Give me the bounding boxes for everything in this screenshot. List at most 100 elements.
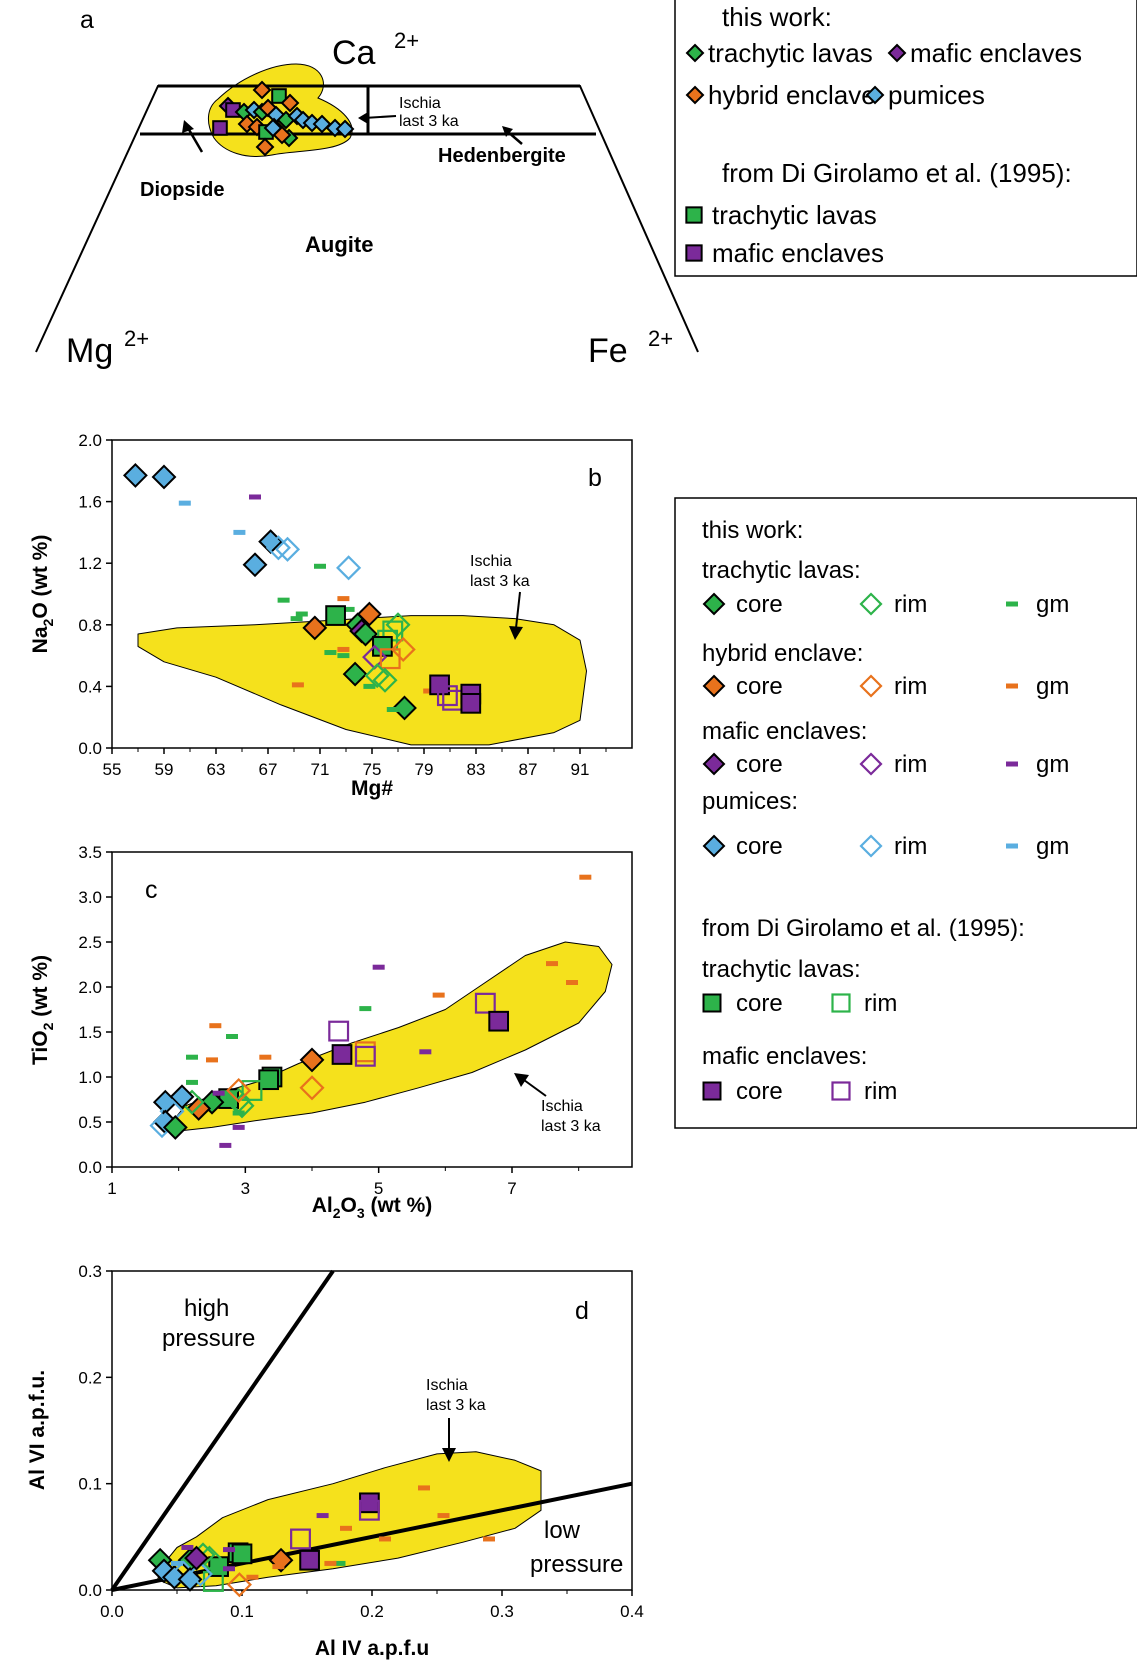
panel-b-point-4 (233, 529, 246, 535)
panel-b-letter: b (588, 464, 602, 492)
panel-b-point-3 (249, 494, 261, 500)
ischia-label-a-line1: Ischia (399, 95, 441, 112)
panel-b-point-0 (122, 463, 148, 488)
panel-c-x-tick-label-2: 5 (374, 1179, 383, 1198)
panel-c-point-8 (419, 1049, 432, 1055)
panel-c-x-label-xlabel_sub2: 3 (357, 1205, 365, 1221)
panel-b-point-11 (277, 597, 290, 603)
panel-c-x-label-xlabel_main: Al (312, 1194, 333, 1217)
legend-top-frame (674, 0, 1137, 277)
panel-c-point-0 (579, 874, 592, 880)
legend2-group-title-0: trachytic lavas: (702, 956, 861, 983)
panel-d-point-30 (187, 1561, 213, 1587)
legend-top-heading-this-work: this work: (722, 2, 832, 32)
panel-c-y-label-rest: (wt %) (29, 955, 52, 1023)
legend-core-label-0: core (736, 591, 783, 618)
panel-b-point-29 (337, 653, 350, 659)
legend-group-title-2: mafic enclaves: (702, 718, 867, 745)
legend-main-frame (674, 497, 1137, 1129)
panel-c-x-label-xlabel_mid: O (341, 1194, 357, 1217)
panel-b-point-28 (379, 648, 401, 670)
panel-c-point-21 (258, 1069, 280, 1091)
legend-top-items: trachytic lavas mafic enclaves hybrid encl… (685, 38, 1082, 268)
panel-d-point-29 (177, 1566, 203, 1592)
panel-c-y-tick-label-3: 1.5 (78, 1023, 102, 1042)
panel-c-point-13 (299, 1047, 325, 1073)
legend-gm-label-0: gm (1036, 591, 1069, 618)
high-pressure-label-line2: pressure (162, 1325, 255, 1352)
ischia-arrowhead-a (358, 112, 368, 124)
low-pressure-line (111, 1481, 633, 1592)
panel-b-point-21 (353, 621, 378, 647)
legend-rim-label-2: rim (894, 751, 927, 778)
panel-c-y-tick-label-1: 0.5 (78, 1113, 102, 1132)
legend2-group-title-1: mafic enclaves: (702, 1043, 867, 1070)
panel-d-point-24 (181, 1544, 194, 1550)
panel-b-x-tick-label-0: 55 (103, 760, 122, 779)
panel-b-x-tick-label-3: 67 (259, 760, 278, 779)
legend-group-title-3: pumices: (702, 788, 798, 815)
low-pressure-label-line2: pressure (530, 1551, 623, 1578)
panel-b-x-tick-label-7: 83 (467, 760, 486, 779)
panel-c-x-axis-label: Al2O3 (wt %) (312, 1194, 433, 1221)
panel-c-point-12 (331, 1044, 353, 1065)
panel-c-y-tick-label-0: 0.0 (78, 1158, 102, 1177)
panel-c-point-2 (566, 980, 578, 985)
legend-core-marker-0 (702, 592, 726, 616)
legend-rim-label-1: rim (894, 673, 927, 700)
panel-d-chart: 0.0 0.1 0.2 0.3 0.4 0.0 0.1 0.2 0.3 d Ischia last 3… (26, 1262, 644, 1660)
legend-top-square-label-0: trachytic lavas (712, 200, 877, 230)
apex-charge-mg: 2+ (124, 326, 149, 351)
panel-b-point-41 (436, 685, 458, 707)
legend-top-square-0 (685, 206, 703, 224)
ternary-point-23 (255, 137, 275, 157)
panel-d-y-tick-label-3: 0.3 (78, 1262, 102, 1281)
panel-d-point-0 (359, 1492, 380, 1514)
panel-d-point-10 (333, 1560, 346, 1566)
panel-d-y-tick-label-2: 0.2 (78, 1368, 102, 1387)
ternary-point-2 (280, 93, 300, 113)
panel-d-point-18 (226, 1572, 252, 1598)
panel-c-point-25 (229, 1093, 255, 1119)
panel-b-point-37 (392, 695, 417, 721)
panel-b-x-tick-label-8: 87 (519, 760, 538, 779)
panel-c-point-37 (232, 1110, 245, 1116)
panel-b-ischia-line2: last 3 ka (470, 573, 530, 590)
panel-b-y-label-main: Na (29, 626, 52, 653)
panel-d-point-25 (223, 1547, 235, 1553)
legend-core-marker-3 (702, 834, 726, 858)
panel-d-point-3 (437, 1513, 450, 1519)
panel-c-point-18 (186, 1054, 198, 1060)
panel-d-x-tick-label-0: 0.0 (100, 1602, 124, 1621)
legend-top-marker-1 (887, 43, 907, 63)
legend-top-heading-di-girolamo: from Di Girolamo et al. (1995): (722, 158, 1072, 188)
legend-gm-marker-0 (1006, 601, 1018, 607)
apex-label-fe: Fe (588, 332, 628, 370)
panel-b-point-12 (295, 611, 308, 617)
panel-d-x-axis-label: Al IV a.p.f.u (315, 1637, 429, 1660)
panel-c-y-tick-label-5: 2.5 (78, 933, 102, 952)
panel-d-point-19 (246, 1574, 259, 1580)
legend2-rim-label-1: rim (864, 1078, 897, 1105)
panel-c-x-tick-label-1: 3 (241, 1179, 250, 1198)
panel-c-point-38 (219, 1142, 232, 1148)
legend-top-marker-3 (865, 85, 885, 105)
panel-c-point-1 (546, 961, 558, 967)
legend2-core-marker-0 (702, 993, 722, 1013)
panel-b-point-6 (242, 552, 268, 578)
legend-core-label-1: core (736, 673, 783, 700)
panel-c-point-4 (488, 1010, 510, 1032)
high-pressure-label-line1: high (184, 1295, 229, 1322)
panel-c-point-9 (328, 1020, 350, 1042)
legend-top: this work: trachytic lavas mafic enclaves… (674, 0, 1137, 277)
legend-rim-marker-0 (859, 592, 883, 616)
legend-main: this work: trachytic lavas: core rim gm hybri… (674, 497, 1137, 1129)
panel-b-point-14 (337, 596, 350, 602)
legend-core-marker-2 (702, 752, 726, 776)
legend-group-title-0: trachytic lavas: (702, 557, 861, 584)
panel-c-y-tick-label-6: 3.0 (78, 888, 102, 907)
panel-d-point-27 (161, 1564, 187, 1590)
panel-d-point-31 (171, 1560, 183, 1566)
panel-c-point-26 (226, 1077, 252, 1104)
panel-d-x-tick-label-4: 0.4 (620, 1602, 644, 1621)
